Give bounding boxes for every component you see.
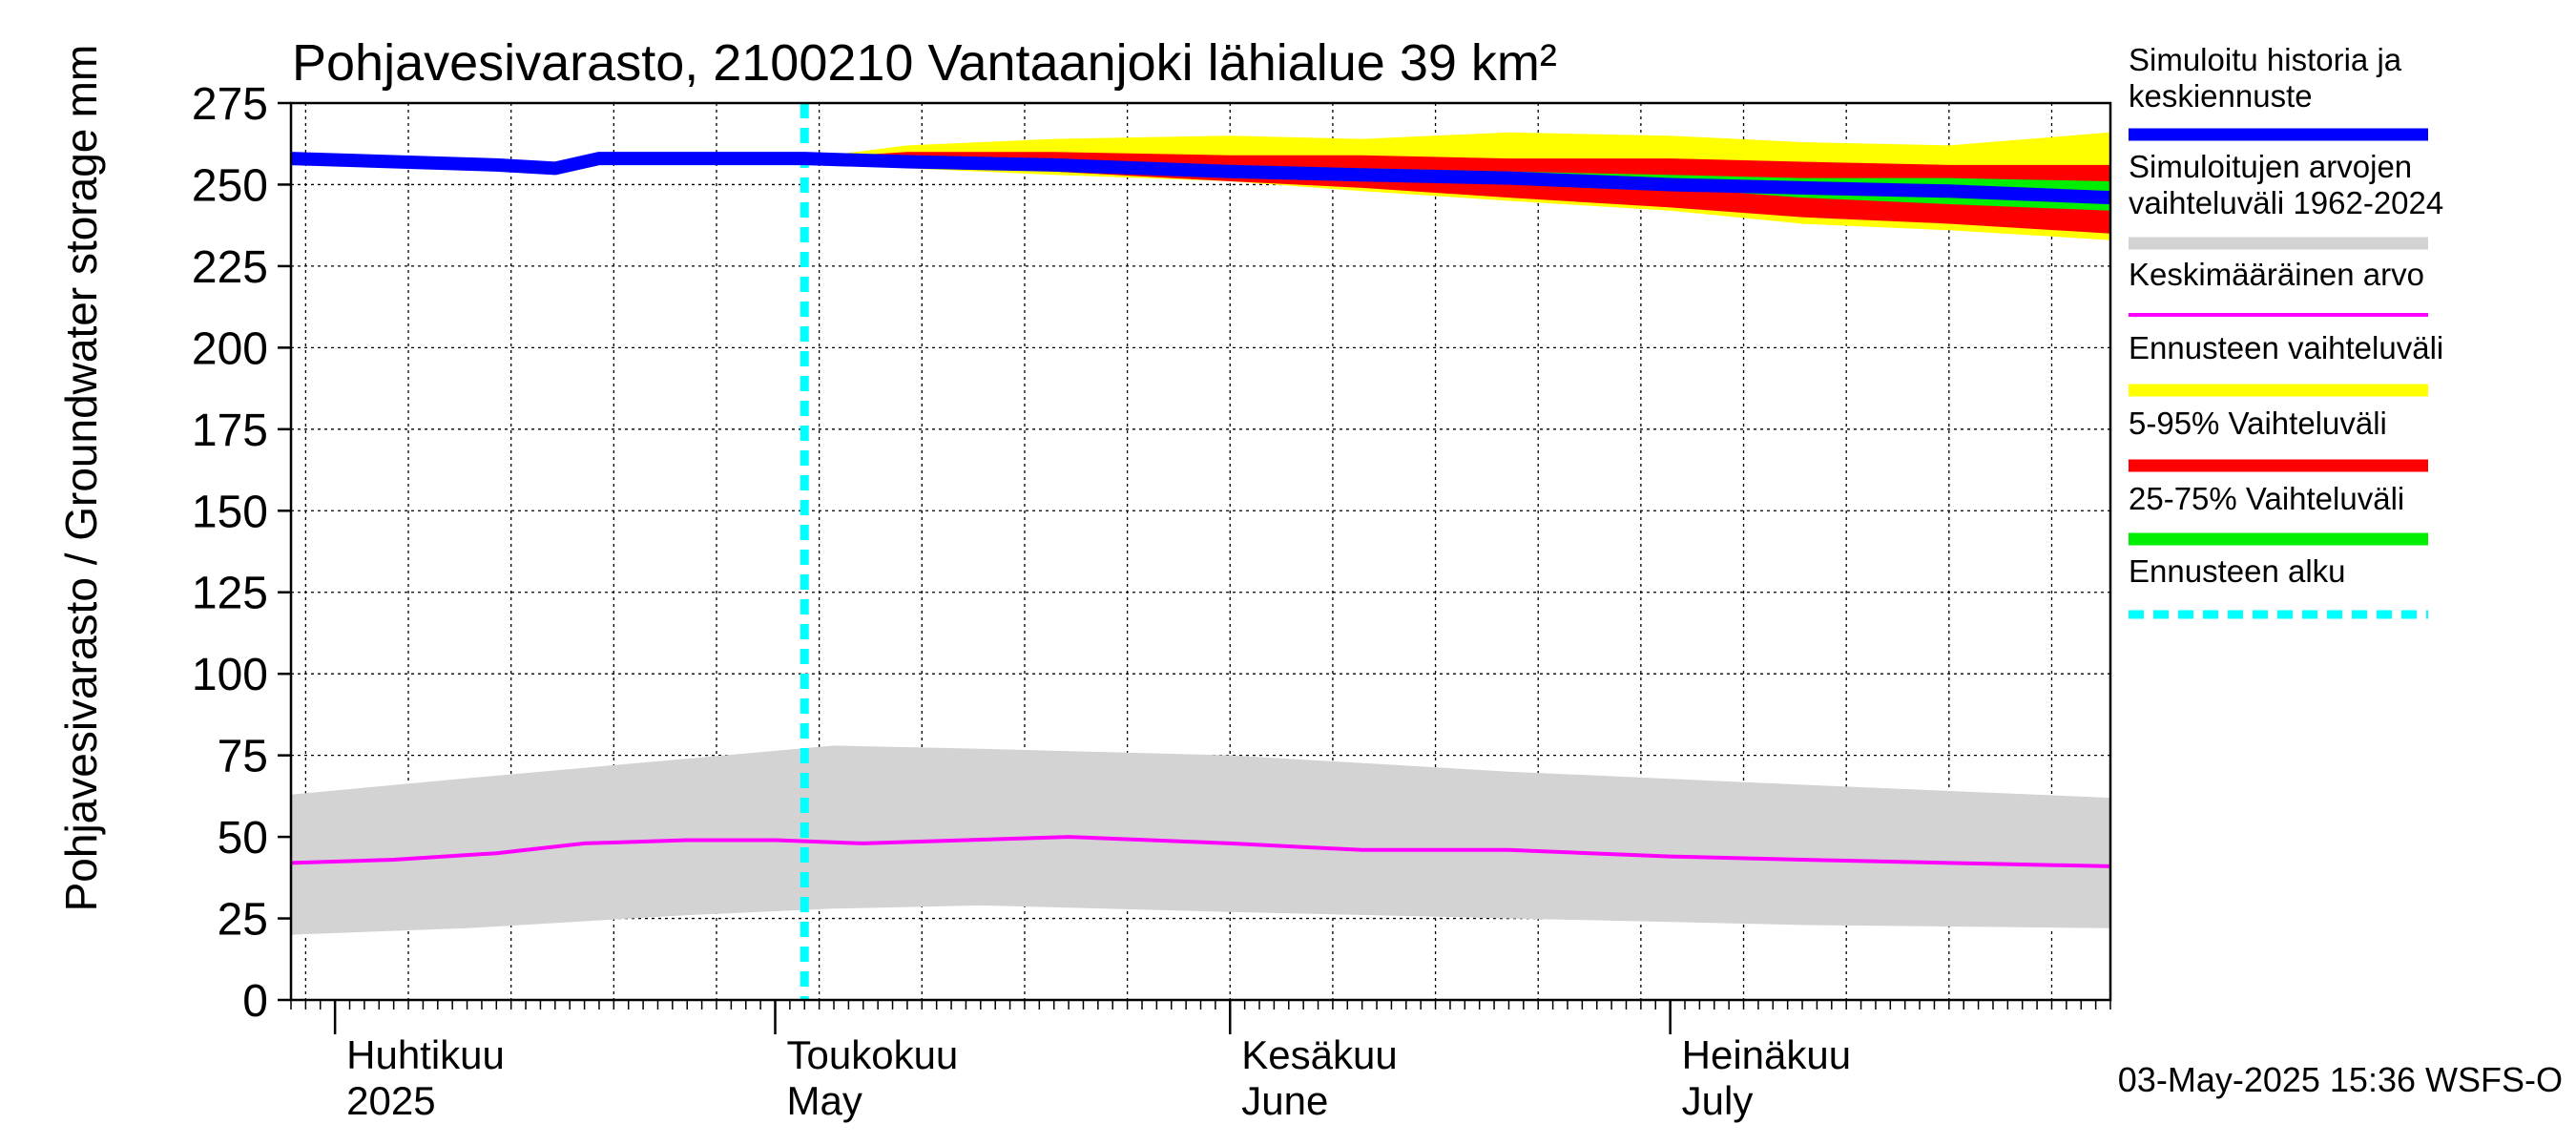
series-line-mean (290, 835, 2111, 868)
band-simuloitujen-arvojen-vaihteluv-li-1962-2024 (291, 745, 2110, 935)
legend-label: keskiennuste (2129, 78, 2313, 114)
legend-label: Ennusteen alku (2129, 553, 2346, 589)
axes: 0 25 50 75 100 125 150 175 200 225 250 275 Huhtikuu2… (192, 79, 2112, 1123)
y-tick-label: 125 (192, 569, 268, 619)
y-tick-label: 150 (192, 487, 268, 537)
x-month-label-en: June (1241, 1078, 1328, 1123)
data-lines (290, 103, 2111, 1000)
x-month-label-en: 2025 (346, 1078, 435, 1123)
y-tick-label: 200 (192, 323, 268, 374)
x-month-label-fi: Kesäkuu (1241, 1032, 1397, 1077)
legend-label: Keskimääräinen arvo (2129, 257, 2424, 292)
chart-title: Pohjavesivarasto, 2100210 Vantaanjoki lä… (292, 34, 1557, 92)
y-axis-label: Pohjavesivarasto / Groundwater storage (56, 129, 106, 912)
y-tick-label: 175 (192, 406, 268, 456)
footer-timestamp: 03-May-2025 15:36 WSFS-O (2118, 1060, 2563, 1099)
x-month-label-en: May (787, 1078, 862, 1123)
series-line-main (290, 152, 2111, 205)
y-tick-label: 225 (192, 242, 268, 293)
x-month-label-fi: Toukokuu (787, 1032, 959, 1077)
legend-label: 25-75% Vaihteluväli (2129, 481, 2404, 516)
x-month-label-fi: Heinäkuu (1682, 1032, 1851, 1077)
y-tick-label: 275 (192, 79, 268, 130)
legend-label: Ennusteen vaihteluväli (2129, 330, 2443, 365)
y-tick-label: 100 (192, 650, 268, 700)
legend-label: 5-95% Vaihteluväli (2129, 406, 2387, 441)
x-month-label-fi: Huhtikuu (346, 1032, 505, 1077)
legend-label: Simuloitu historia ja (2129, 42, 2402, 77)
y-tick-label: 50 (218, 813, 268, 864)
x-month-label-en: July (1682, 1078, 1754, 1123)
y-tick-label: 250 (192, 160, 268, 211)
y-tick-label: 75 (218, 732, 268, 782)
plot-frame (289, 101, 2112, 1002)
y-axis-unit: mm (56, 45, 106, 118)
y-tick-label: 0 (242, 976, 268, 1027)
legend-label: Simuloitujen arvojen (2129, 149, 2412, 184)
y-tick-label: 25 (218, 895, 268, 946)
legend-label: vaihteluväli 1962-2024 (2129, 185, 2443, 220)
